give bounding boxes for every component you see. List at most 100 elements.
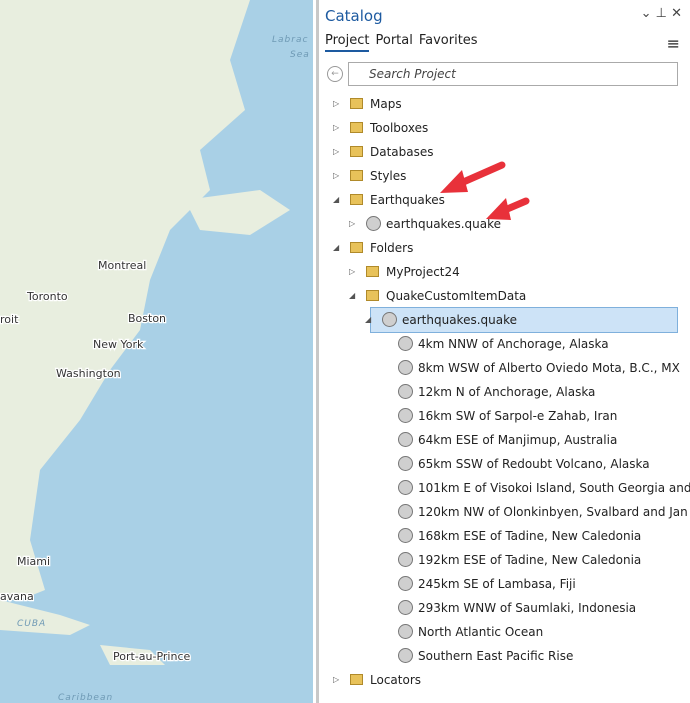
tree-item[interactable]: 168km ESE of Tadine, New Caledonia [319, 524, 679, 548]
map-label: Port-au-Prince [113, 650, 190, 663]
item-label: Maps [370, 97, 402, 111]
tab[interactable]: Favorites [418, 33, 478, 48]
item-label: Folders [370, 241, 414, 255]
expander[interactable]: ◢ [333, 195, 340, 204]
map-label: avana [0, 590, 34, 603]
icon [398, 384, 413, 399]
tree-item[interactable]: 8km WSW of Alberto Oviedo Mota, B.C., MX [319, 356, 680, 380]
expander[interactable]: ▷ [333, 675, 340, 684]
item-label: 8km WSW of Alberto Oviedo Mota, B.C., MX [418, 361, 680, 375]
tree-item[interactable]: ◢ Earthquakes [319, 188, 679, 212]
item-label: 293km WNW of Saumlaki, Indonesia [418, 601, 637, 615]
catalog-pane: Catalog ⌄ ⊥ ✕ Project Portal Favorites ≡ ←… [316, 0, 690, 703]
item-label: 65km SSW of Redoubt Volcano, Alaska [418, 457, 650, 471]
item-label: 192km ESE of Tadine, New Caledonia [418, 553, 642, 567]
tree-item[interactable]: North Atlantic Ocean [319, 620, 679, 644]
icon [366, 216, 381, 231]
icon [398, 360, 413, 375]
icon [398, 528, 413, 543]
icon [398, 480, 413, 495]
item-label: Southern East Pacific Rise [418, 649, 574, 663]
islands [0, 600, 165, 665]
tree-item[interactable]: 120km NW of Olonkinbyen, Svalbard and Ja… [319, 500, 690, 524]
tree-item[interactable]: 192km ESE of Tadine, New Caledonia [319, 548, 679, 572]
expander[interactable]: ▷ [333, 123, 340, 132]
tab[interactable]: Portal [375, 33, 413, 48]
item-label: Earthquakes [370, 193, 445, 207]
pane-title: Catalog [325, 7, 383, 25]
icon [398, 624, 413, 639]
item-label: Locators [370, 673, 421, 687]
map-label: roit [0, 313, 19, 326]
tree-item[interactable]: 65km SSW of Redoubt Volcano, Alaska [319, 452, 679, 476]
tree-item[interactable]: ▷ Locators [319, 668, 679, 692]
tree-item[interactable]: ▷ Databases [319, 140, 679, 164]
map-label: Caribbean [58, 693, 113, 703]
tree: ▷ Maps ▷ Toolboxes ▷ Databases ▷ Styles ◢ Earthqu… [319, 92, 690, 692]
tree-item[interactable]: 4km NNW of Anchorage, Alaska [319, 332, 679, 356]
map-label: Toronto [26, 290, 68, 303]
item-label: North Atlantic Ocean [418, 625, 544, 639]
pane-controls[interactable]: ⌄ ⊥ ✕ [640, 6, 682, 21]
map-label: Sea [290, 50, 310, 60]
item-label: QuakeCustomItemData [386, 289, 527, 303]
menu[interactable]: ≡ [666, 34, 680, 53]
tree-item[interactable]: ▷ Toolboxes [319, 116, 679, 140]
tree-item[interactable]: ◢ earthquakes.quake [365, 307, 678, 333]
item-label: Toolboxes [370, 121, 429, 135]
item-label: earthquakes.quake [402, 313, 518, 327]
item-label: 168km ESE of Tadine, New Caledonia [418, 529, 642, 543]
tree-item[interactable]: Southern East Pacific Rise [319, 644, 679, 668]
tree-item[interactable]: 293km WNW of Saumlaki, Indonesia [319, 596, 679, 620]
icon [398, 408, 413, 423]
expander[interactable]: ▷ [349, 219, 356, 228]
map-label: CUBA [17, 619, 46, 629]
expander[interactable]: ◢ [365, 315, 372, 324]
icon [366, 266, 379, 277]
map-label: Boston [128, 312, 166, 325]
tree-item[interactable]: 16km SW of Sarpol-e Zahab, Iran [319, 404, 679, 428]
expander[interactable]: ▷ [349, 267, 356, 276]
nova-scotia [185, 190, 290, 235]
item-label: Styles [370, 169, 407, 183]
expander[interactable]: ◢ [349, 291, 356, 300]
icon [382, 312, 397, 327]
icon [398, 504, 413, 519]
icon [398, 648, 413, 663]
item-label: 245km SE of Lambasa, Fiji [418, 577, 576, 591]
tree-item[interactable]: 12km N of Anchorage, Alaska [319, 380, 679, 404]
back[interactable]: ← [327, 66, 343, 82]
land [0, 0, 250, 600]
tree-item[interactable]: ◢ QuakeCustomItemData [319, 284, 679, 308]
expander[interactable]: ▷ [333, 147, 340, 156]
item-label: 16km SW of Sarpol-e Zahab, Iran [418, 409, 618, 423]
item-label: Databases [370, 145, 434, 159]
icon [398, 432, 413, 447]
tree-item[interactable]: ▷ Maps [319, 92, 679, 116]
icon [398, 552, 413, 567]
expander[interactable]: ◢ [333, 243, 340, 252]
tree-item[interactable]: ▷ Styles [319, 164, 679, 188]
tree-item[interactable]: 101km E of Visokoi Island, South Georgia… [319, 476, 690, 500]
item-label: 120km NW of Olonkinbyen, Svalbard and Ja… [418, 505, 690, 519]
map-canvas: Labrac Sea Montreal Toronto roit Boston … [0, 0, 313, 703]
icon [398, 600, 413, 615]
item-label: 4km NNW of Anchorage, Alaska [418, 337, 609, 351]
expander[interactable]: ▷ [333, 171, 340, 180]
tree-item[interactable]: ▷ MyProject24 [319, 260, 679, 284]
expander[interactable]: ▷ [333, 99, 340, 108]
icon [350, 146, 363, 157]
icon [350, 194, 363, 205]
tree-item[interactable]: ◢ Folders [319, 236, 679, 260]
map-label: Montreal [98, 259, 146, 272]
tree-item[interactable]: 64km ESE of Manjimup, Australia [319, 428, 679, 452]
tab[interactable]: Project [325, 33, 370, 52]
search-box[interactable]: Search Project [348, 62, 678, 86]
item-label: 64km ESE of Manjimup, Australia [418, 433, 618, 447]
icon [366, 290, 379, 301]
tree-item[interactable]: ▷ earthquakes.quake [319, 212, 679, 236]
map[interactable]: Labrac Sea Montreal Toronto roit Boston … [0, 0, 313, 703]
tree-item[interactable]: 245km SE of Lambasa, Fiji [319, 572, 679, 596]
icon [350, 674, 363, 685]
